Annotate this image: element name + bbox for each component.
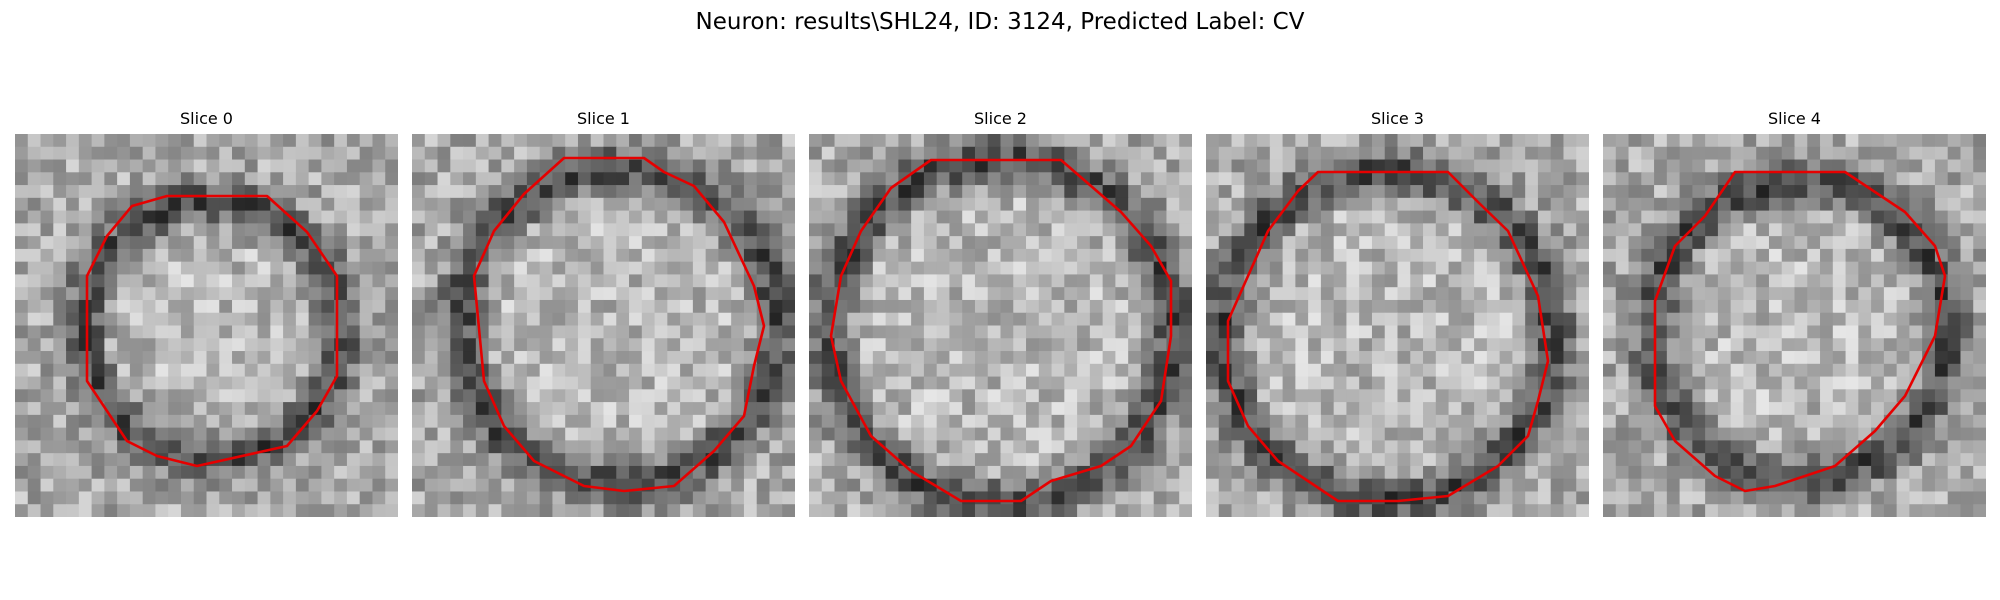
slice-2-svg: [809, 134, 1192, 517]
slice-0-pixels: [15, 134, 398, 517]
panel-title-slice-3: Slice 3: [1371, 109, 1424, 128]
slice-4-pixels: [1603, 134, 1986, 517]
slice-4-contour: [1653, 170, 1947, 493]
panel-title-slice-0: Slice 0: [180, 109, 233, 128]
panel-title-slice-2: Slice 2: [974, 109, 1027, 128]
slice-3-image: [1206, 134, 1589, 517]
slice-1-svg: [412, 134, 795, 517]
slice-3-contour: [1226, 170, 1550, 503]
slice-4-image: [1603, 134, 1986, 517]
panel-title-slice-4: Slice 4: [1768, 109, 1821, 128]
slice-2-image: [809, 134, 1192, 517]
slice-0-svg: [15, 134, 398, 517]
slice-1-image: [412, 134, 795, 517]
slice-4-svg: [1603, 134, 1986, 517]
slice-2-contour: [829, 158, 1173, 503]
figure-title: Neuron: results\SHL24, ID: 3124, Predict…: [695, 9, 1305, 35]
slice-1-contour: [472, 156, 766, 493]
slice-3-svg: [1206, 134, 1589, 517]
slice-3-pixels: [1206, 134, 1589, 517]
panel-title-slice-1: Slice 1: [577, 109, 630, 128]
slice-0-contour: [85, 194, 339, 468]
slice-0-image: [15, 134, 398, 517]
slice-1-pixels: [412, 134, 795, 517]
slice-2-pixels: [809, 134, 1192, 517]
